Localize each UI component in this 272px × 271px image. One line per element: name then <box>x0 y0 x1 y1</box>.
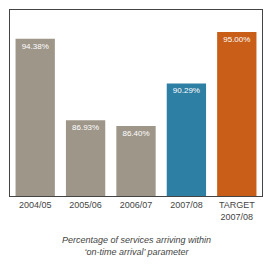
svg-text:86.93%: 86.93% <box>72 123 99 132</box>
svg-text:2005/06: 2005/06 <box>69 200 102 210</box>
svg-text:95.00%: 95.00% <box>223 35 250 44</box>
svg-text:TARGET2007/08: TARGET2007/08 <box>219 200 255 222</box>
svg-text:2004/05: 2004/05 <box>19 200 52 210</box>
svg-text:94.38%: 94.38% <box>22 42 49 51</box>
svg-text:90.29%: 90.29% <box>173 86 200 95</box>
svg-text:2007/08: 2007/08 <box>170 200 203 210</box>
svg-text:86.40%: 86.40% <box>122 129 149 138</box>
svg-text:Percentage of services arrivin: Percentage of services arriving within‘o… <box>62 235 211 257</box>
svg-text:2006/07: 2006/07 <box>120 200 153 210</box>
